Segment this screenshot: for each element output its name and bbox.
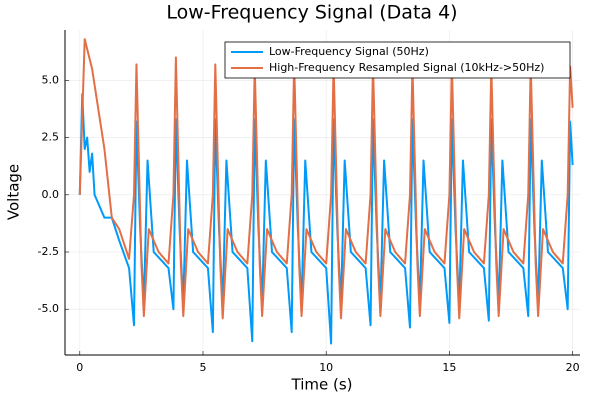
chart-title: Low-Frequency Signal (Data 4) (166, 2, 457, 24)
y-tick-label: -2.5 (38, 245, 59, 258)
legend-label: High-Frequency Resampled Signal (10kHz->… (269, 61, 544, 74)
y-axis-label: Voltage (5, 164, 23, 220)
y-tick-label: 0.0 (42, 188, 60, 201)
y-tick-label: -5.0 (38, 302, 59, 315)
legend-box (224, 41, 571, 79)
data-line (78, 93, 574, 345)
y-tick-label: 5.0 (42, 73, 60, 86)
x-tick-label: 0 (76, 361, 83, 374)
y-tick-label: 2.5 (42, 131, 60, 144)
x-tick-label: 15 (442, 361, 456, 374)
x-tick-label: 20 (566, 361, 580, 374)
x-tick-label: 5 (199, 361, 206, 374)
legend-label: Low-Frequency Signal (50Hz) (269, 45, 429, 58)
x-axis-label: Time (s) (291, 376, 353, 394)
x-tick-label: 10 (319, 361, 333, 374)
